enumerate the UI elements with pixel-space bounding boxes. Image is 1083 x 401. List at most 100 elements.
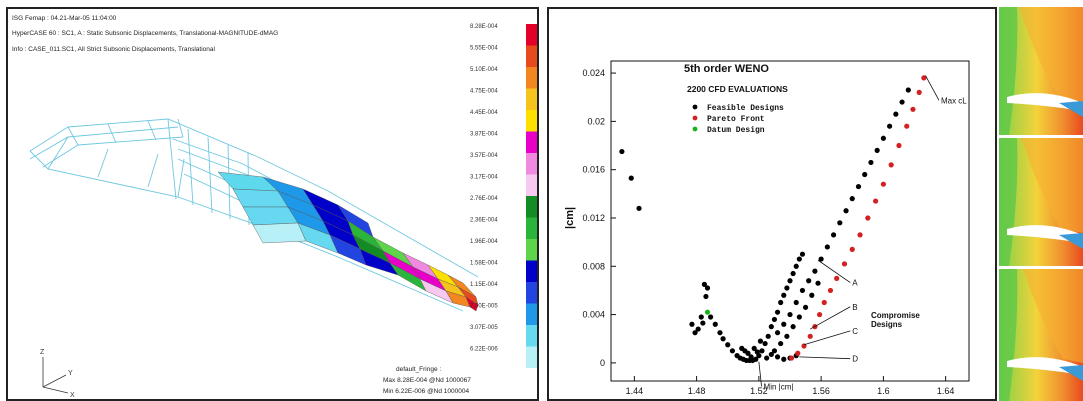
chart-title: 5th order WENO <box>684 63 769 75</box>
data-point <box>830 232 837 238</box>
x-tick-label: 1.64 <box>937 386 955 396</box>
annotation-leader <box>758 361 762 387</box>
annotation-label: Max cL <box>941 96 967 105</box>
data-point <box>757 338 764 344</box>
y-tick-label: 0 <box>600 358 605 368</box>
data-point <box>806 278 812 284</box>
legend-value-label: 3.17E-004 <box>470 175 498 181</box>
data-point <box>764 355 770 361</box>
legend-swatch <box>526 196 537 218</box>
data-point <box>910 106 916 112</box>
y-tick-label: 0.024 <box>582 68 605 78</box>
y-tick-label: 0.012 <box>582 213 605 223</box>
data-point <box>796 256 802 262</box>
data-point <box>893 111 899 117</box>
data-point <box>695 326 701 332</box>
legend-swatch <box>526 88 537 110</box>
cfd-panel-3 <box>999 269 1083 401</box>
data-point <box>778 340 784 347</box>
data-point <box>778 299 784 306</box>
legend-marker <box>692 115 698 121</box>
data-point <box>821 299 827 306</box>
data-point <box>849 196 855 202</box>
legend-label: Feasible Designs <box>707 104 784 113</box>
legend-swatch <box>526 45 537 67</box>
data-point <box>880 135 886 141</box>
data-point <box>812 268 818 274</box>
data-point <box>799 287 806 294</box>
data-point <box>701 281 707 287</box>
data-point <box>774 330 781 336</box>
data-point <box>748 354 754 360</box>
data-point <box>781 321 787 327</box>
data-point <box>887 123 893 129</box>
data-point <box>904 123 910 129</box>
data-point <box>888 162 894 168</box>
data-point <box>704 309 711 315</box>
data-point <box>751 345 757 351</box>
data-point <box>841 261 848 267</box>
data-point <box>739 345 745 351</box>
annotation-label: Designs <box>871 320 903 329</box>
data-point <box>759 348 765 354</box>
x-tick-label: 1.44 <box>626 386 644 396</box>
cfd-contour-strip <box>999 7 1083 401</box>
data-point <box>857 232 863 238</box>
data-point <box>729 348 736 354</box>
data-point <box>717 330 723 336</box>
legend-value-label: 4.75E-004 <box>470 89 498 95</box>
fem-fringe-plot: ISG Femap : 04.21-Mar-05 11:04:00 HyperC… <box>6 7 539 401</box>
legend-value-label: 6.22E-006 <box>470 347 498 353</box>
legend-swatch <box>526 260 537 282</box>
legend-swatch <box>526 346 537 368</box>
annotation-leader <box>799 356 851 360</box>
annotation-label: Min |cm| <box>764 382 794 391</box>
data-point <box>793 299 799 306</box>
axis-triad <box>42 357 69 394</box>
data-point <box>824 244 830 250</box>
data-point <box>720 336 726 342</box>
legend-value-label: 5.55E-004 <box>470 46 498 52</box>
legend-swatch <box>526 153 537 175</box>
data-point <box>784 333 790 339</box>
header-line-3: Info : CASE_011.SC1, All Strict Subsonic… <box>12 46 215 53</box>
x-tick-label: 1.48 <box>688 386 706 396</box>
data-point <box>753 356 759 362</box>
legend-swatch <box>526 67 537 89</box>
x-tick-label: 1.56 <box>812 386 830 396</box>
legend-swatch <box>526 174 537 196</box>
x-tick-label: 1.6 <box>877 386 890 396</box>
data-point <box>771 316 778 323</box>
cfd-contours <box>999 7 1083 401</box>
legend-value-label: 2.76E-004 <box>470 196 498 202</box>
annotation-label: Compromise <box>871 311 920 320</box>
data-point <box>788 355 795 361</box>
data-point <box>802 304 809 310</box>
footer-line-3: Min 6.22E-006 @Nd 1000004 <box>383 388 469 395</box>
data-point <box>837 220 843 226</box>
legend-label: Datum Design <box>707 126 765 135</box>
data-point <box>768 324 774 330</box>
data-point <box>862 171 868 178</box>
header-line-1: ISG Femap : 04.21-Mar-05 11:04:00 <box>12 15 117 22</box>
annotation-leader <box>810 306 851 330</box>
data-point <box>790 270 796 277</box>
legend-label: Pareto Front <box>707 115 765 124</box>
data-point <box>700 320 706 326</box>
data-point <box>807 333 813 339</box>
data-point <box>698 314 704 320</box>
data-point <box>781 356 787 362</box>
legend-swatch <box>526 303 537 325</box>
data-point <box>703 293 709 300</box>
data-point <box>619 148 625 155</box>
y-axis-label: |cm| <box>564 207 576 229</box>
data-point <box>768 351 774 358</box>
data-point <box>790 324 796 330</box>
legend-value-label: 3.87E-004 <box>470 132 498 138</box>
legend-swatch <box>526 217 537 239</box>
annotation-leader <box>817 259 851 283</box>
annotation-label: C <box>852 327 858 336</box>
displacement-patches <box>217 171 479 312</box>
data-point <box>818 256 824 262</box>
